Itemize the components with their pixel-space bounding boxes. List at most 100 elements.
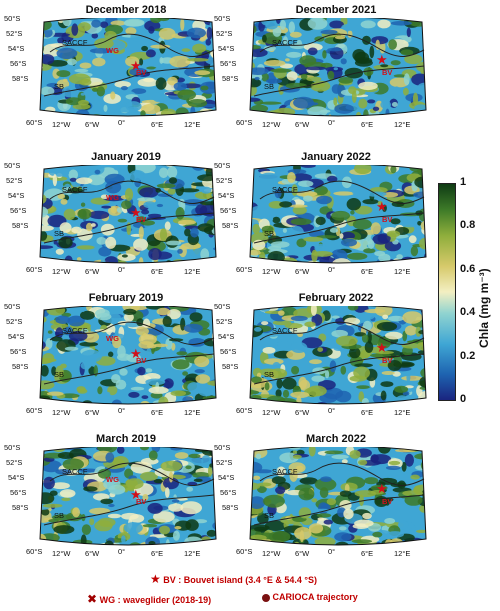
lon-tick: 12°E — [184, 267, 201, 276]
sb-label: SB — [264, 511, 275, 520]
panel-title: December 2018 — [85, 4, 167, 16]
lon-tick: 6°E — [361, 408, 374, 417]
lon-tick: 12°E — [394, 267, 411, 276]
bv-label: BV — [136, 68, 147, 77]
chlorophyll-map: ★ — [39, 447, 217, 546]
colorbar-tick: 1 — [460, 176, 467, 188]
sb-label: SB — [264, 370, 275, 379]
lon-tick: 12°W — [262, 549, 281, 558]
sb-label: SB — [54, 229, 65, 238]
lat-tick: 50°S — [4, 302, 21, 311]
lat-tick: 52°S — [6, 458, 23, 467]
lat-tick: 50°S — [4, 161, 21, 170]
lon-tick: 6°E — [151, 408, 164, 417]
colorbar-tick: 0.8 — [460, 219, 476, 231]
chlorophyll-map: ★ — [249, 165, 427, 264]
lat-tick: 52°S — [216, 317, 233, 326]
saccf-front-line — [259, 462, 425, 486]
lat-tick: 54°S — [218, 44, 235, 53]
lon-tick: 6°W — [295, 267, 310, 276]
lat-tick: 58°S — [12, 503, 29, 512]
lat-tick: 50°S — [214, 443, 231, 452]
bouvet-star-icon: ★ — [130, 487, 142, 502]
lat-tick: 58°S — [12, 221, 29, 230]
lat-tick: 58°S — [12, 74, 29, 83]
chlorophyll-map: ★ — [39, 306, 217, 405]
lon-tick: 12°W — [52, 267, 71, 276]
lat-tick: 52°S — [6, 176, 23, 185]
sb-label: SB — [54, 82, 65, 91]
lat-tick: 52°S — [216, 29, 233, 38]
lon-tick: 0° — [328, 406, 336, 415]
lon-tick: 0° — [118, 547, 126, 556]
lat-tick: 60°S — [26, 265, 43, 274]
bv-label: BV — [136, 356, 147, 365]
lon-tick: 6°E — [151, 120, 164, 129]
colorbar-tick: 0.4 — [460, 306, 476, 318]
lon-tick: 12°E — [184, 549, 201, 558]
sb-label: SB — [54, 511, 65, 520]
lon-tick: 12°E — [394, 549, 411, 558]
bv-label: BV — [382, 68, 393, 77]
sb-label: SB — [264, 82, 275, 91]
wg-label: WG — [106, 193, 119, 202]
lat-tick: 56°S — [220, 59, 237, 68]
lat-tick: 58°S — [222, 362, 239, 371]
lon-tick: 12°W — [52, 120, 71, 129]
sb-front-line — [43, 65, 215, 97]
saccf-label: SACCF — [62, 467, 88, 476]
bouvet-star-icon: ★ — [376, 52, 388, 67]
lon-tick: 6°W — [85, 267, 100, 276]
lon-tick: 6°E — [151, 549, 164, 558]
lat-tick: 56°S — [220, 206, 237, 215]
panel-title: March 2019 — [96, 433, 156, 445]
lon-tick: 6°E — [151, 267, 164, 276]
saccf-label: SACCF — [62, 185, 88, 194]
chlorophyll-map: ★ — [39, 165, 217, 264]
lat-tick: 50°S — [214, 302, 231, 311]
lat-tick: 50°S — [4, 443, 21, 452]
sb-front-line — [253, 494, 425, 526]
sb-front-line — [253, 353, 425, 385]
lat-tick: 60°S — [236, 547, 253, 556]
panel-title: February 2019 — [88, 292, 164, 304]
lat-tick: 52°S — [6, 317, 23, 326]
lat-tick: 50°S — [214, 161, 231, 170]
lon-tick: 6°W — [295, 549, 310, 558]
lat-tick: 60°S — [26, 547, 43, 556]
bv-label: BV — [382, 215, 393, 224]
chlorophyll-map: ★ — [249, 306, 427, 405]
lon-tick: 0° — [328, 547, 336, 556]
lon-tick: 12°E — [184, 408, 201, 417]
lon-tick: 0° — [118, 265, 126, 274]
lon-tick: 12°W — [52, 549, 71, 558]
saccf-label: SACCF — [272, 467, 298, 476]
lon-tick: 0° — [328, 265, 336, 274]
colorbar-tick: 0.2 — [460, 350, 476, 362]
lon-tick: 12°W — [262, 120, 281, 129]
saccf-front-line — [259, 33, 425, 57]
bv-label: BV — [382, 356, 393, 365]
legend-carioca: CARIOCA trajectory — [262, 592, 358, 602]
sb-front-line — [253, 65, 425, 97]
lat-tick: 58°S — [12, 362, 29, 371]
lon-tick: 12°E — [394, 120, 411, 129]
saccf-label: SACCF — [62, 38, 88, 47]
sb-front-line — [253, 212, 425, 244]
lat-tick: 58°S — [222, 74, 239, 83]
sb-label: SB — [54, 370, 65, 379]
saccf-label: SACCF — [62, 326, 88, 335]
lat-tick: 50°S — [214, 14, 231, 23]
chlorophyll-map: ★ — [249, 447, 427, 546]
lon-tick: 6°E — [361, 267, 374, 276]
lat-tick: 52°S — [216, 458, 233, 467]
chlorophyll-map: ★ — [39, 18, 217, 117]
bv-label: BV — [382, 497, 393, 506]
lat-tick: 54°S — [218, 191, 235, 200]
lon-tick: 12°E — [184, 120, 201, 129]
lat-tick: 60°S — [236, 265, 253, 274]
lat-tick: 56°S — [10, 206, 27, 215]
lat-tick: 56°S — [10, 347, 27, 356]
lon-tick: 12°E — [394, 408, 411, 417]
